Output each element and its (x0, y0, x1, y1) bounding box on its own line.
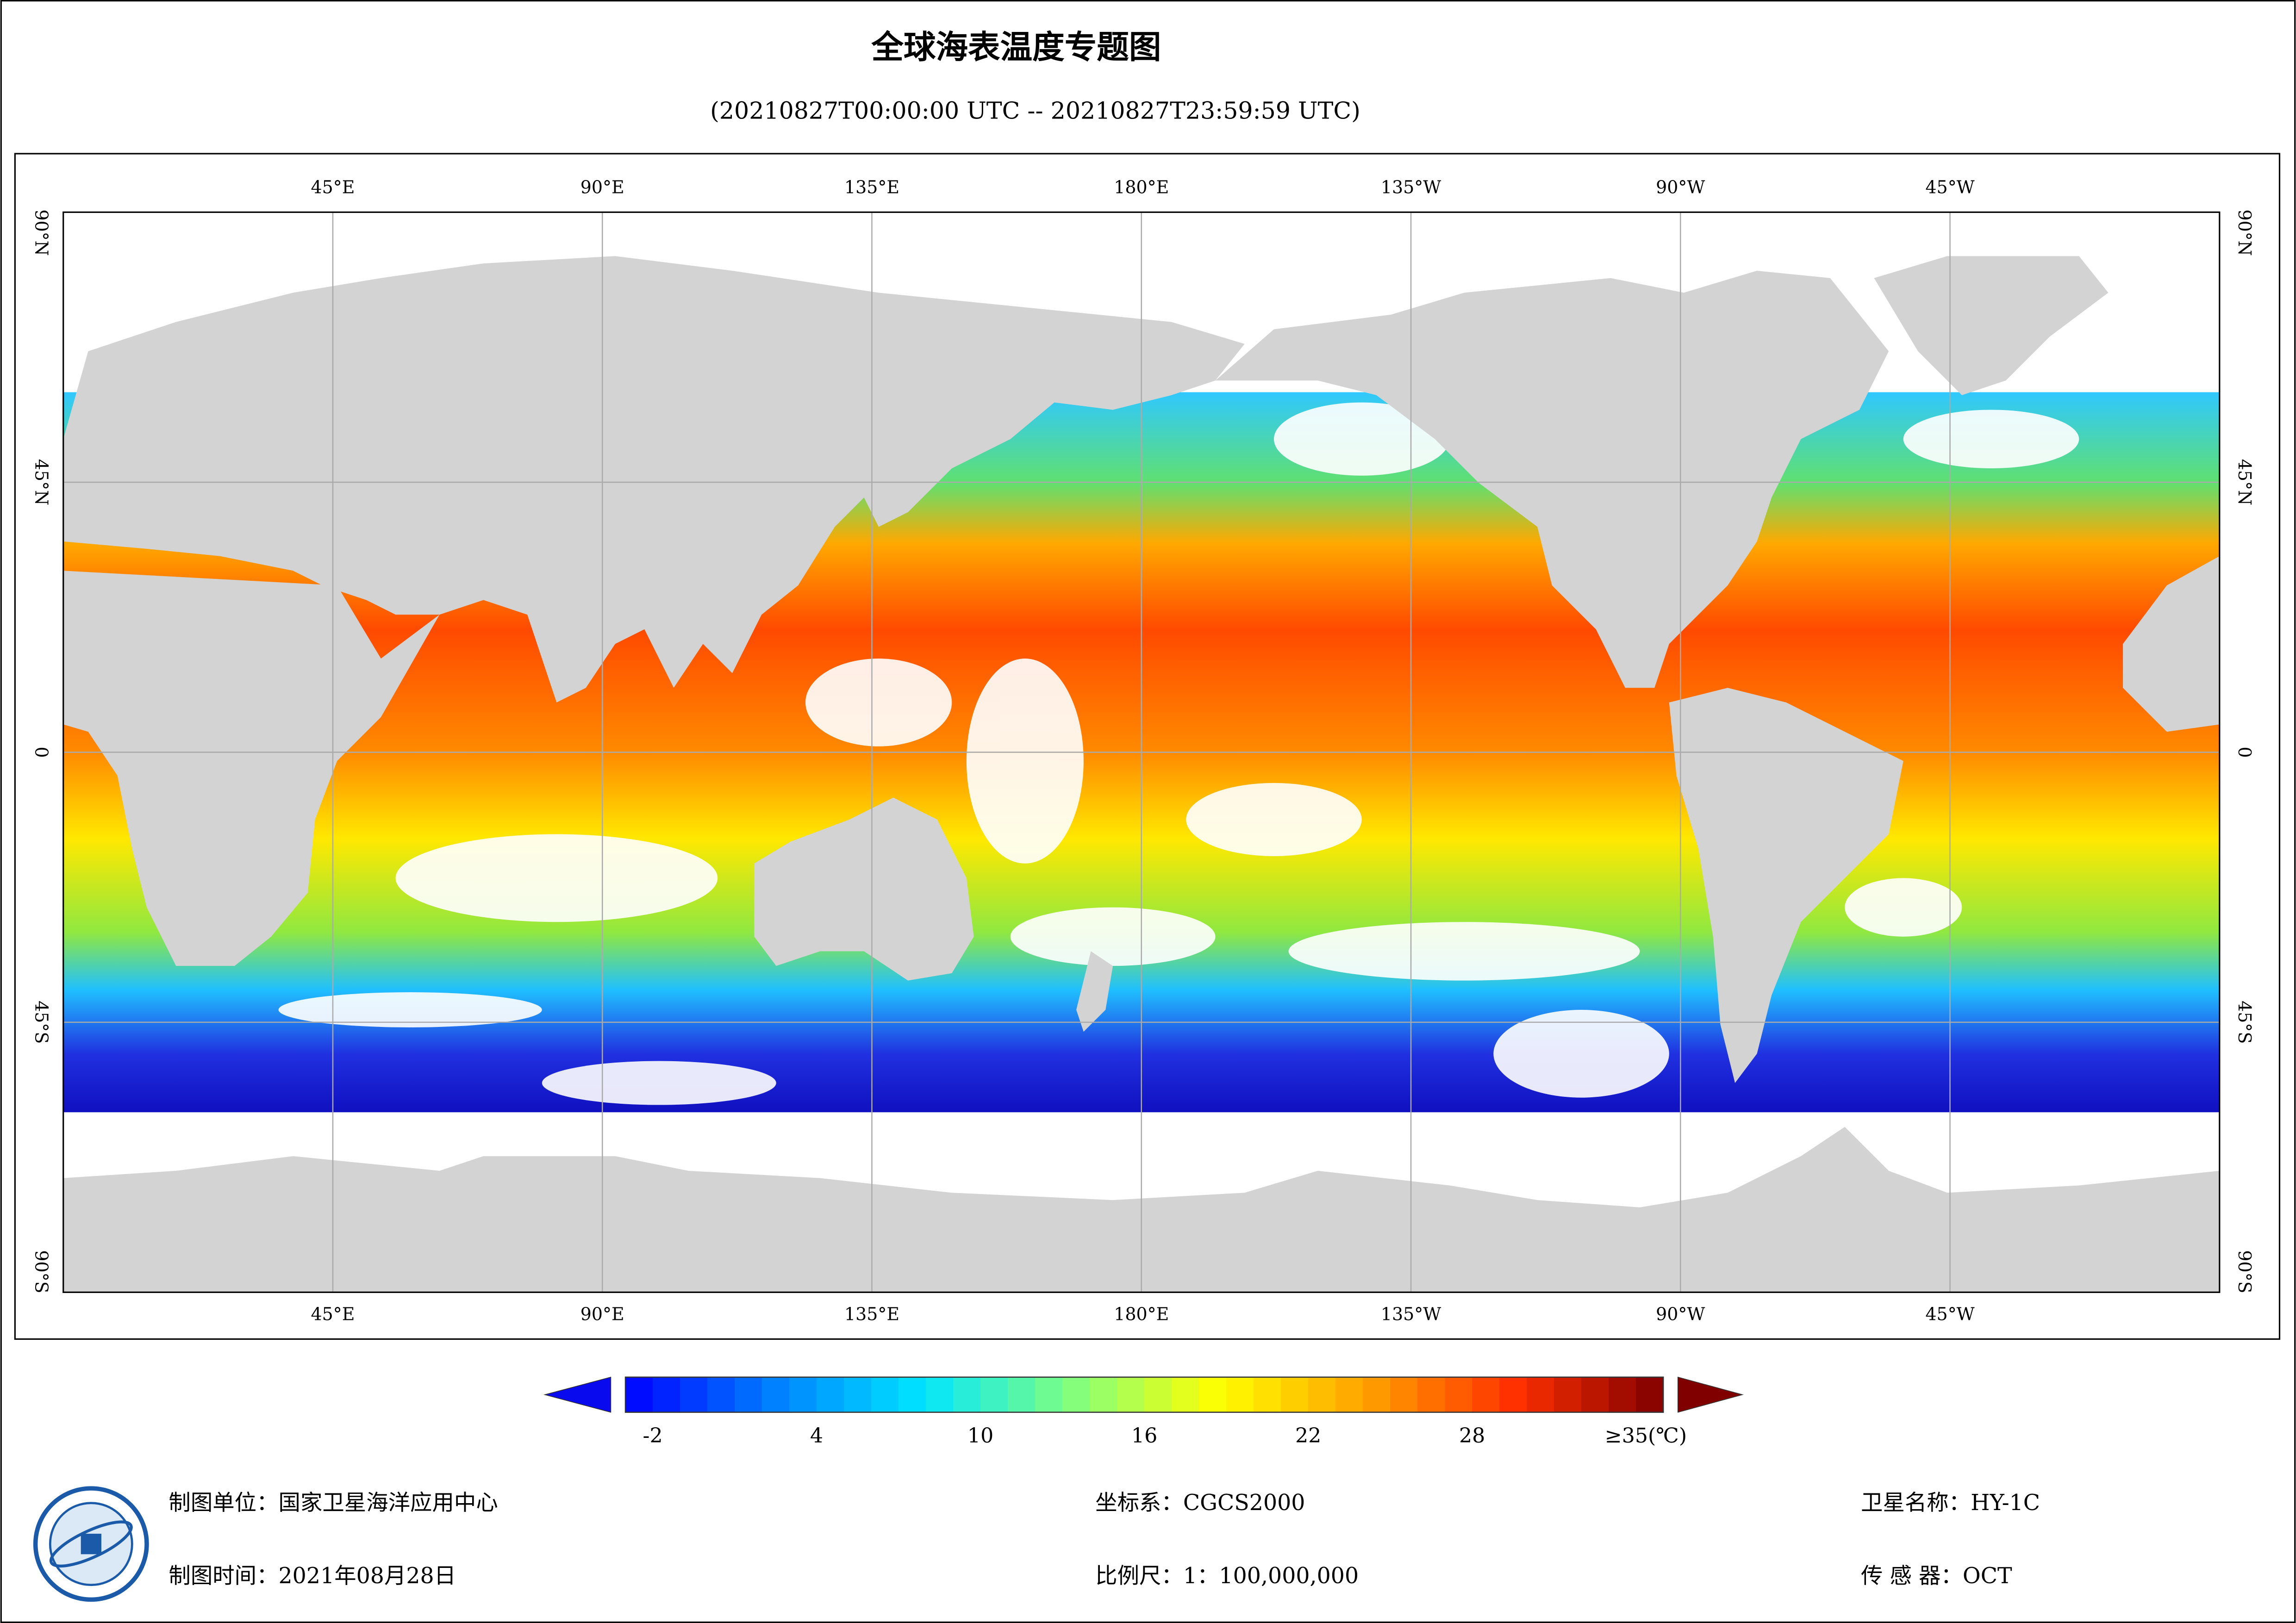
lon-label: 90°E (580, 1304, 624, 1324)
color-step (1144, 1377, 1173, 1412)
title: 全球海表温度专题图 (871, 29, 1161, 66)
color-step (625, 1377, 654, 1412)
lat-label: 0 (31, 746, 52, 758)
lon-label: 135°E (844, 1304, 899, 1324)
color-step (1472, 1377, 1500, 1412)
under-arrow (543, 1376, 611, 1413)
color-step (1117, 1377, 1145, 1412)
subtitle: (20210827T00:00:00 UTC -- 20210827T23:59… (710, 97, 1360, 124)
lat-label: 45°S (2234, 1001, 2255, 1044)
lat-label: 45°N (2234, 459, 2255, 505)
lat-label: 45°S (31, 1001, 52, 1044)
colorbar-label: 10 (967, 1424, 993, 1448)
color-step (1226, 1377, 1254, 1412)
lon-label: 45°W (1925, 1304, 1974, 1324)
color-step (653, 1377, 681, 1412)
lon-label: 45°E (311, 177, 355, 197)
sensor: 传 感 器：OCT (1861, 1563, 2012, 1589)
color-step (1335, 1377, 1364, 1412)
color-step (1581, 1377, 1610, 1412)
lon-label: 90°W (1656, 177, 1705, 197)
color-step (898, 1377, 927, 1412)
map-scale: 比例尺：1：100,000,000 (1095, 1563, 1359, 1589)
colorbar-label: 16 (1131, 1424, 1157, 1448)
color-step (1199, 1377, 1227, 1412)
color-step (1172, 1377, 1200, 1412)
color-step (1254, 1377, 1282, 1412)
lon-label: 180°E (1114, 177, 1169, 197)
satellite: 卫星名称：HY-1C (1861, 1490, 2040, 1516)
lon-label: 135°W (1381, 177, 1441, 197)
lat-label: 90°S (31, 1250, 52, 1293)
lat-label: 90°S (2234, 1250, 2255, 1293)
over-arrow (1677, 1376, 1744, 1413)
color-step (1008, 1377, 1036, 1412)
map-date: 制图时间：2021年08月28日 (168, 1563, 456, 1589)
color-step (1609, 1377, 1637, 1412)
lat-label: 0 (2234, 746, 2255, 758)
lon-label: 45°W (1925, 177, 1974, 197)
lon-label: 180°E (1114, 1304, 1169, 1324)
lon-label: 90°W (1656, 1304, 1705, 1324)
color-step (926, 1377, 954, 1412)
colorbar-label: 28 (1459, 1424, 1485, 1448)
color-step (1308, 1377, 1336, 1412)
color-step (871, 1377, 899, 1412)
color-step (1390, 1377, 1418, 1412)
color-step (1090, 1377, 1118, 1412)
color-step (1035, 1377, 1063, 1412)
color-step (980, 1377, 1009, 1412)
color-step (1554, 1377, 1582, 1412)
lon-label: 90°E (580, 177, 624, 197)
color-step (953, 1377, 981, 1412)
color-step (762, 1377, 790, 1412)
map-frame (14, 153, 2281, 1340)
color-step (844, 1377, 872, 1412)
map-image (63, 212, 2220, 1293)
color-step (1062, 1377, 1091, 1412)
map-border (62, 211, 2221, 1293)
colorbar-label: 22 (1295, 1424, 1321, 1448)
clouds (278, 402, 2079, 1105)
colorbar-frame (624, 1376, 1664, 1413)
colorbar: -2 4 10 16 22 28 ≥35(℃) (543, 1376, 1744, 1448)
color-step (680, 1377, 708, 1412)
logo (33, 1486, 149, 1602)
colorbar-label: -2 (643, 1424, 662, 1448)
graticule (63, 212, 2220, 1293)
color-step (707, 1377, 736, 1412)
color-step (1281, 1377, 1309, 1412)
color-step (735, 1377, 763, 1412)
colorbar-label: 4 (810, 1424, 823, 1448)
color-step (789, 1377, 817, 1412)
color-step (1499, 1377, 1528, 1412)
color-step (1527, 1377, 1555, 1412)
lat-label: 90°N (31, 210, 52, 256)
lat-label: 45°N (31, 459, 52, 505)
lon-label: 135°E (844, 177, 899, 197)
producer: 制图单位：国家卫星海洋应用中心 (168, 1490, 498, 1516)
colorbar-label: ≥35(℃) (1605, 1424, 1687, 1448)
coordinate-system: 坐标系：CGCS2000 (1095, 1490, 1305, 1516)
color-step (1363, 1377, 1391, 1412)
color-step (1636, 1377, 1664, 1412)
color-step (1417, 1377, 1446, 1412)
lon-label: 135°W (1381, 1304, 1441, 1324)
color-step (1445, 1377, 1473, 1412)
lat-label: 90°N (2234, 210, 2255, 256)
lon-label: 45°E (311, 1304, 355, 1324)
color-step (817, 1377, 845, 1412)
